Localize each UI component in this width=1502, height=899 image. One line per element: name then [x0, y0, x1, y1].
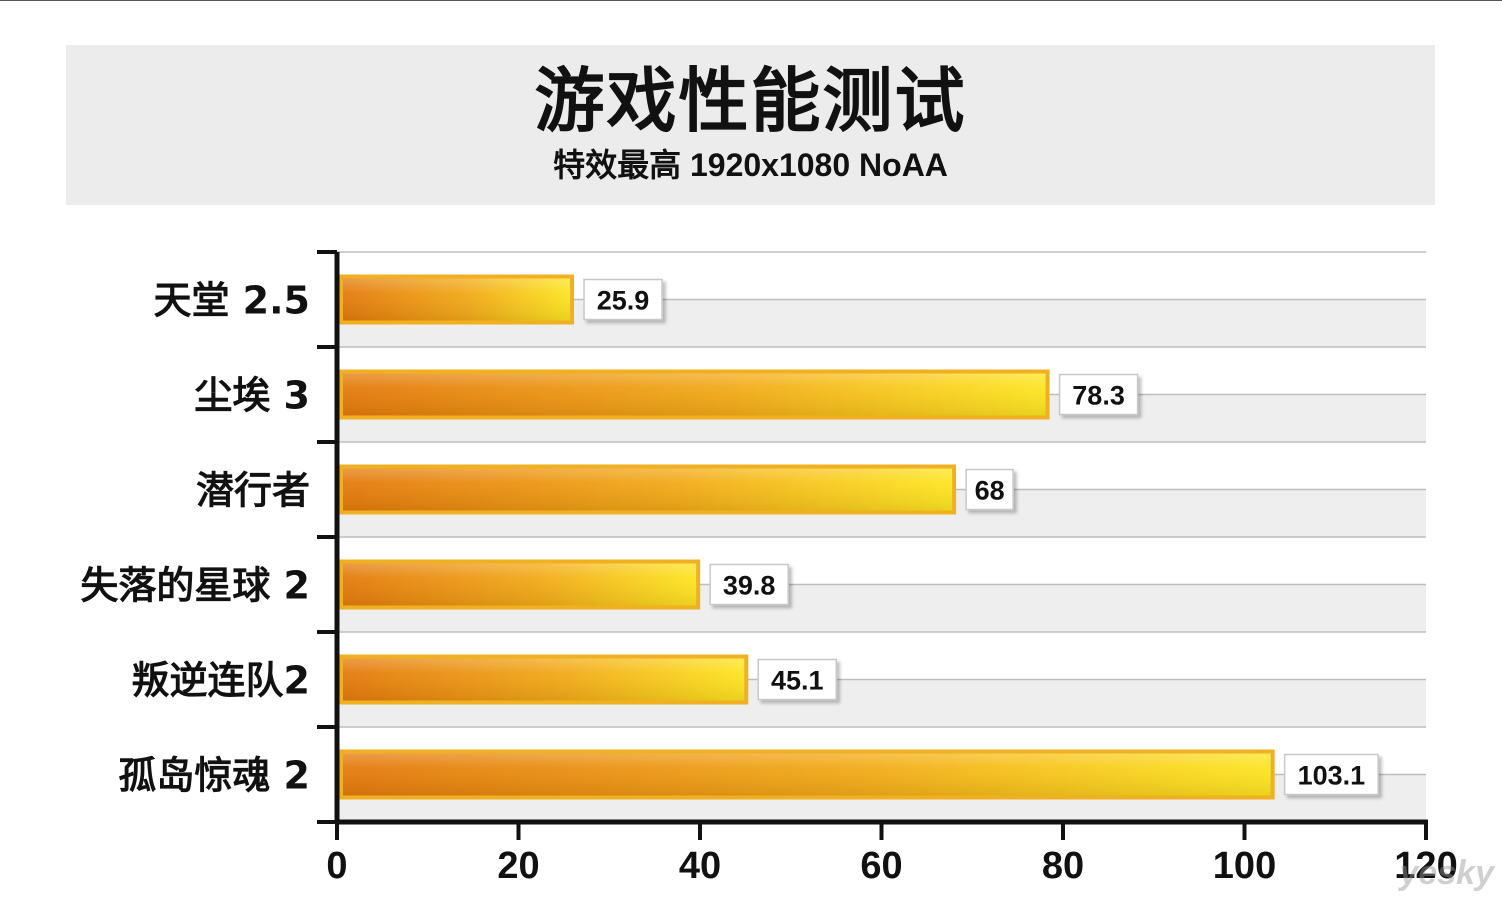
watermark-logo: yesky: [1399, 854, 1494, 892]
data-label-bg: [965, 468, 1014, 511]
bar-shine: [343, 373, 1046, 416]
data-label: 45.1: [771, 666, 824, 696]
category-label: 孤岛惊魂 2: [118, 754, 310, 798]
data-label-bg: [1058, 373, 1139, 416]
data-label-bg: [583, 278, 663, 321]
data-label-bg: [757, 658, 838, 701]
data-label: 39.8: [723, 571, 776, 601]
x-tick-label: 120: [1394, 845, 1457, 887]
data-label-box: 78.3: [1058, 373, 1139, 416]
bar-shine: [343, 753, 1271, 796]
bar-shine: [343, 658, 745, 701]
x-tick-label: 0: [326, 845, 347, 887]
top-border: [0, 0, 1502, 1]
data-label: 68: [975, 476, 1005, 506]
data-label-bg: [1283, 753, 1379, 796]
x-tick-label: 100: [1213, 845, 1276, 887]
bars-group: [339, 274, 1275, 800]
x-tick-label: 80: [1042, 845, 1084, 887]
data-label-bg: [709, 563, 789, 606]
x-tick-label: 40: [679, 845, 721, 887]
x-tick-label: 60: [860, 845, 902, 887]
category-label: 叛逆连队2: [132, 659, 310, 703]
category-label: 失落的星球 2: [80, 564, 310, 608]
data-label: 25.9: [597, 286, 650, 316]
data-label: 103.1: [1298, 761, 1366, 791]
bar-shine: [343, 278, 571, 321]
data-label-box: 68: [965, 468, 1014, 511]
data-label-box: 45.1: [757, 658, 838, 701]
bar-shine: [343, 563, 697, 606]
axes: [317, 250, 1428, 840]
category-label: 天堂 2.5: [153, 279, 310, 323]
chart-subtitle: 特效最高 1920x1080 NoAA: [553, 147, 948, 183]
data-label-box: 103.1: [1283, 753, 1379, 796]
chart-title: 游戏性能测试: [534, 59, 967, 142]
category-label: 尘埃 3: [194, 374, 310, 418]
data-label-box: 25.9: [583, 278, 663, 321]
data-label: 78.3: [1072, 381, 1125, 411]
bar-shine: [343, 468, 953, 511]
category-label: 潜行者: [196, 469, 310, 513]
x-tick-label: 20: [497, 845, 539, 887]
data-label-box: 39.8: [709, 563, 789, 606]
labels-group: 25.9 天堂 2.5 78.3 尘埃 3 68 潜行者 39.8 失落的星球 2 45.1 叛逆…: [80, 279, 1457, 888]
chart-header: 游戏性能测试 特效最高 1920x1080 NoAA: [66, 45, 1435, 205]
